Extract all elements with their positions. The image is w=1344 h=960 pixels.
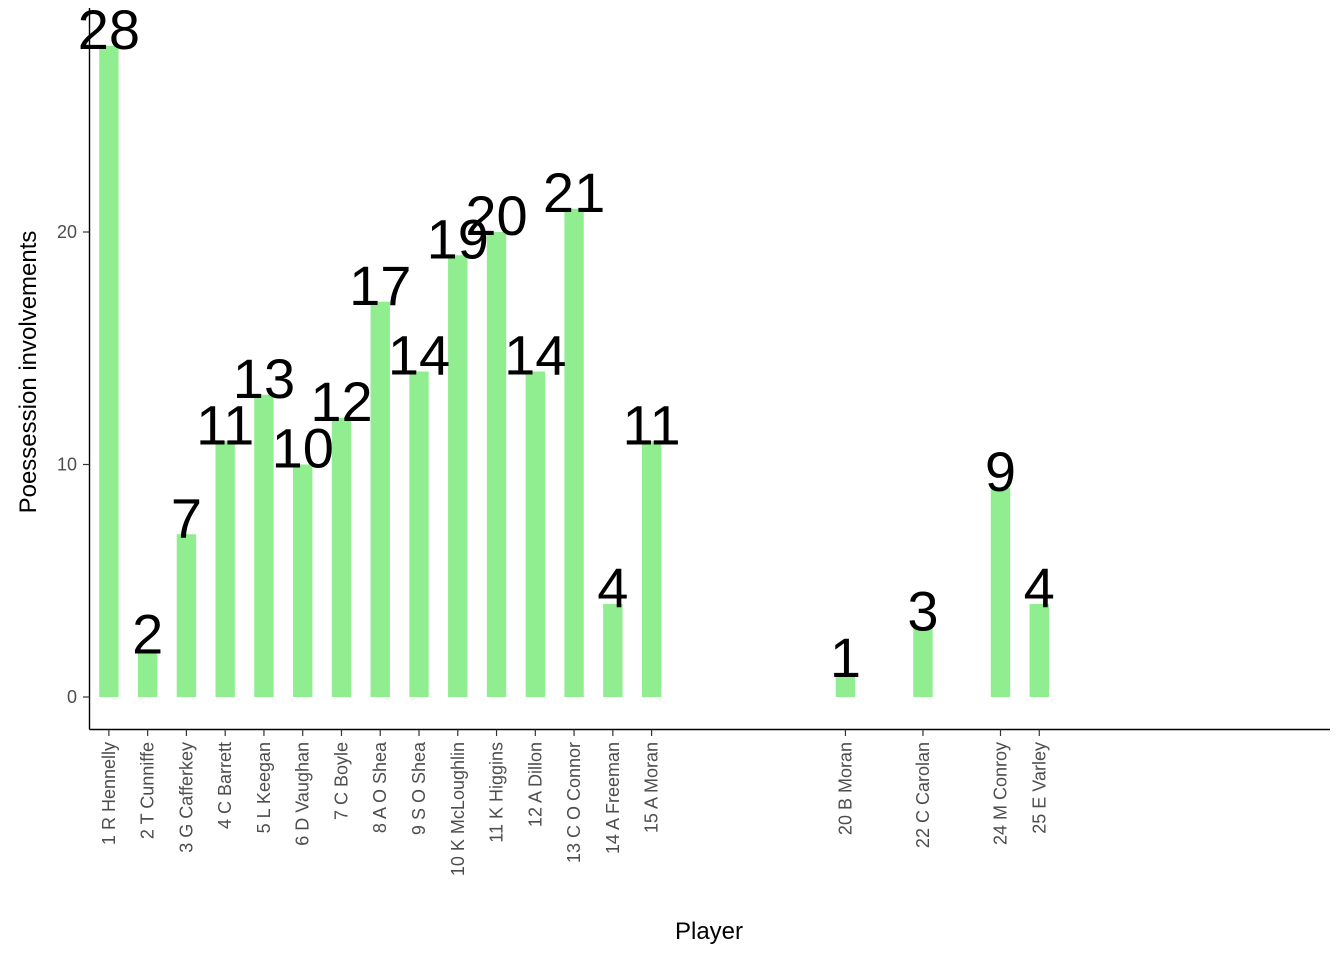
x-axis-title: Player [675,918,743,945]
x-tick-label: 12 A Dillon [525,742,545,827]
bar [331,418,352,697]
x-tick-label: 5 L Keegan [254,742,274,833]
bar [603,604,623,697]
bar-value-label: 2 [132,603,163,666]
bars-group [99,46,1049,697]
bar-value-label: 12 [310,370,372,433]
x-tick-label: 22 C Carolan [913,742,933,848]
bar [137,650,158,697]
bar [215,441,235,697]
x-tick-label: 24 M Conroy [990,742,1010,845]
x-tick-label: 15 A Moran [642,742,662,833]
bar [835,673,856,697]
y-tick-label: 0 [67,687,77,707]
bar-value-label: 13 [233,347,295,410]
bar [176,534,197,697]
x-tick-label: 14 A Freeman [603,742,623,854]
bar-value-label: 11 [196,393,254,456]
x-tick-label: 7 C Boyle [331,742,351,820]
bar-value-label: 20 [465,184,527,247]
bar-value-label: 4 [597,556,628,619]
y-axis-title: Poessession involvements [15,231,42,514]
bar [1029,604,1049,697]
y-tick-label: 10 [57,455,77,475]
x-tick-label: 9 S O Shea [409,741,429,835]
x-tick-label: 10 K McLoughlin [448,742,468,876]
bar [99,46,119,697]
bar-value-label: 9 [985,440,1016,503]
x-tick-label: 2 T Cunniffe [138,742,158,839]
bar [913,627,933,697]
bar [990,487,1011,697]
bar-value-label: 11 [623,393,681,456]
bar [409,371,429,697]
bar-value-label: 14 [388,324,450,387]
bar [293,464,313,697]
bar-value-label: 19 [427,207,489,270]
bar-value-label: 28 [78,0,140,61]
x-tick-label: 13 C O Connor [564,742,584,863]
bar [564,208,584,697]
bar-value-label: 14 [504,324,566,387]
x-tick-label: 11 K Higgins [487,742,507,843]
bar [370,301,390,697]
x-tick-label: 25 E Varley [1029,742,1049,834]
x-ticks-group: 1 R Hennelly 2 T Cunniffe 3 G Cafferkey 4 C… [99,729,1049,876]
x-tick-label: 6 D Vaughan [293,742,313,846]
bar-value-label: 21 [543,161,605,224]
bar [486,232,507,697]
bar [448,255,468,697]
bar-value-label: 10 [272,417,334,480]
x-tick-label: 4 C Barrett [215,742,235,829]
y-ticks-group: 0 10 20 [57,222,90,707]
bar [641,441,662,697]
x-tick-label: 1 R Hennelly [99,742,119,845]
x-tick-label: 20 B Moran [835,742,855,835]
bar-value-label: 1 [830,626,861,689]
bar-value-label: 7 [171,486,202,549]
bar [254,394,274,697]
bar-value-label: 3 [907,579,938,642]
bar-value-label: 4 [1024,556,1055,619]
y-tick-label: 20 [57,222,77,242]
bar-value-label: 17 [349,254,411,317]
x-tick-label: 3 G Cafferkey [176,742,196,853]
bar [525,371,545,697]
x-tick-label: 8 A O Shea [370,741,390,833]
